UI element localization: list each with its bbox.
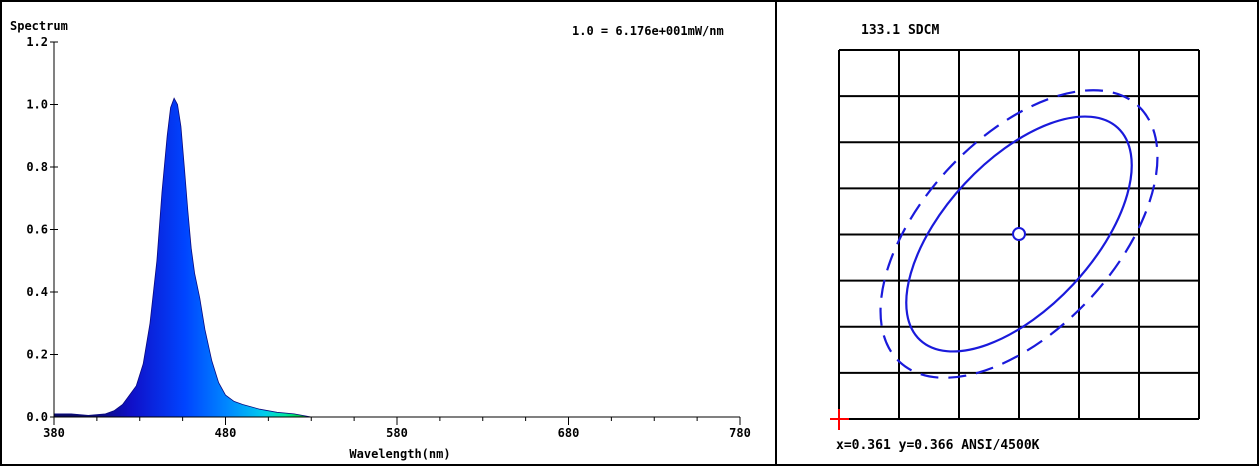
x-tick-label: 380 (43, 426, 65, 440)
y-tick-label: 0.6 (26, 223, 48, 237)
y-tick-label: 0.8 (26, 160, 48, 174)
y-tick-label: 0.4 (26, 285, 48, 299)
x-tick-label: 780 (729, 426, 751, 440)
inner-ellipse (905, 115, 1133, 353)
scale-note: 1.0 = 6.176e+001mW/nm (572, 24, 724, 38)
spectrum-curve (54, 97, 740, 418)
spectrum-chart: Spectrum 1.0 = 6.176e+001mW/nm 0.0 0.2 0.4… (10, 19, 751, 461)
chromaticity-readout: x=0.361 y=0.366 ANSI/4500K (836, 438, 1040, 453)
x-axis-label: Wavelength(nm) (349, 447, 450, 461)
x-tick-label: 580 (386, 426, 408, 440)
x-tick-label: 680 (558, 426, 580, 440)
chromaticity-point-marker (1012, 227, 1026, 241)
x-tick-label: 480 (215, 426, 237, 440)
y-tick-label: 0.0 (26, 410, 48, 424)
y-tick-label: 1.0 (26, 98, 48, 112)
outer-ellipse-dashed (879, 89, 1159, 379)
chart-title: Spectrum (10, 19, 68, 33)
y-tick-label: 1.2 (26, 35, 48, 49)
sdcm-title: 133.1 SDCM (861, 23, 939, 38)
chromaticity-panel: 133.1 SDCM x=0.361 y=0.366 ANSI/4500K (830, 23, 1200, 453)
spectrum-area (54, 98, 740, 417)
origin-marker (830, 409, 849, 430)
y-tick-label: 0.2 (26, 348, 48, 362)
